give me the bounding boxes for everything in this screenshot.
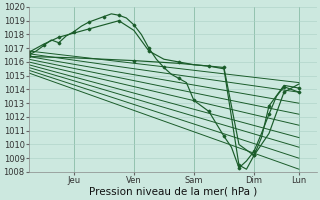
X-axis label: Pression niveau de la mer( hPa ): Pression niveau de la mer( hPa ) xyxy=(89,187,257,197)
